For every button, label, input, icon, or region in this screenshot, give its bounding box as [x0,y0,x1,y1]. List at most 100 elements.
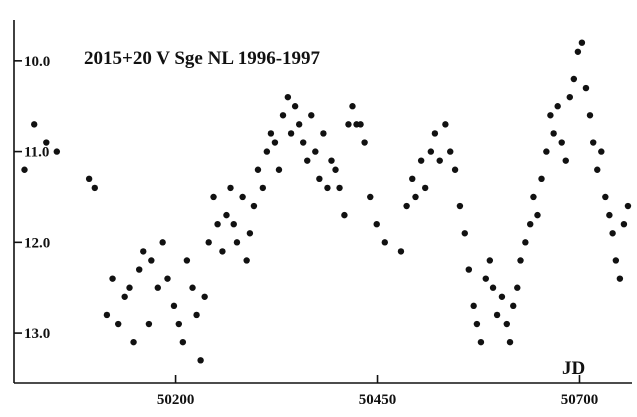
data-point [510,302,517,310]
x-axis-label: JD [562,358,585,379]
data-point [183,257,191,264]
data-point [456,202,464,210]
x-axis-ticks: 50200 50450 50700 [157,375,598,408]
data-point [126,284,133,291]
data-point [582,84,590,92]
data-point [223,211,230,219]
data-point [550,130,557,137]
data-point [316,175,323,183]
data-point [427,148,435,155]
data-point [85,175,93,183]
data-point [566,93,573,101]
data-point [304,157,311,164]
data-point [279,112,287,119]
data-point [403,202,410,210]
data-point [345,121,352,128]
data-point [461,230,468,237]
data-point [465,266,473,273]
data-point [21,166,28,173]
data-point [436,157,443,164]
data-point [103,311,111,319]
data-point [121,293,128,300]
data-point [498,293,506,300]
data-point [300,139,307,146]
data-point [91,184,98,192]
data-point [486,257,494,264]
y-tick-label: 12.0 [24,235,50,251]
data-point [421,184,429,192]
data-point [201,293,208,300]
data-point [259,184,267,192]
data-point [616,275,624,282]
data-point [275,166,283,173]
data-point [470,302,477,310]
data-point [590,139,597,146]
data-point [179,338,187,346]
data-point [227,184,234,192]
data-point [230,220,237,228]
data-point [543,148,550,155]
data-point [574,48,582,55]
y-tick-label: 11.0 [24,145,49,161]
data-point [271,139,279,146]
data-point [514,284,521,291]
data-point [606,211,613,219]
data-point [295,121,303,128]
data-point [205,239,212,246]
data-point [367,193,374,201]
data-point [291,103,299,110]
data-point [598,148,605,155]
data-point [308,112,315,119]
data-point [284,93,292,101]
data-points [21,39,632,364]
data-point [357,121,364,128]
data-point [612,257,620,264]
data-point [164,275,171,282]
data-point [609,230,616,237]
data-point [558,139,565,146]
data-point [361,139,368,146]
y-tick-label: 10.0 [24,54,50,70]
data-point [447,148,454,155]
data-point [624,202,632,210]
data-point [170,302,178,310]
data-point [336,184,343,192]
data-point [341,211,348,219]
data-point [312,148,319,155]
data-point [239,193,246,201]
data-point [246,230,254,237]
data-point [570,75,578,83]
data-point [136,266,143,273]
data-point [197,357,204,364]
data-point [451,166,459,173]
data-point [530,193,537,201]
data-point [193,311,200,319]
data-point [145,320,153,328]
plot-frame [13,20,632,384]
data-point [489,284,497,291]
data-point [594,166,601,173]
data-point [586,112,594,119]
data-point [189,284,196,291]
y-tick-label: 13.0 [24,326,50,342]
data-point [522,239,529,246]
data-point [109,275,116,282]
data-point [154,284,161,291]
data-point [324,184,331,192]
data-point [417,157,425,164]
data-point [517,257,524,264]
data-point [620,220,628,228]
data-point [254,166,262,173]
data-point [30,121,38,128]
data-point [159,239,166,246]
data-point [130,338,137,346]
data-point [381,239,388,246]
data-point [397,248,405,255]
data-point [214,220,221,228]
data-point [140,248,147,255]
y-axis-ticks: 10.0 11.0 12.0 13.0 [14,54,50,342]
data-point [562,157,569,164]
data-point [349,103,356,110]
data-point [412,193,419,201]
